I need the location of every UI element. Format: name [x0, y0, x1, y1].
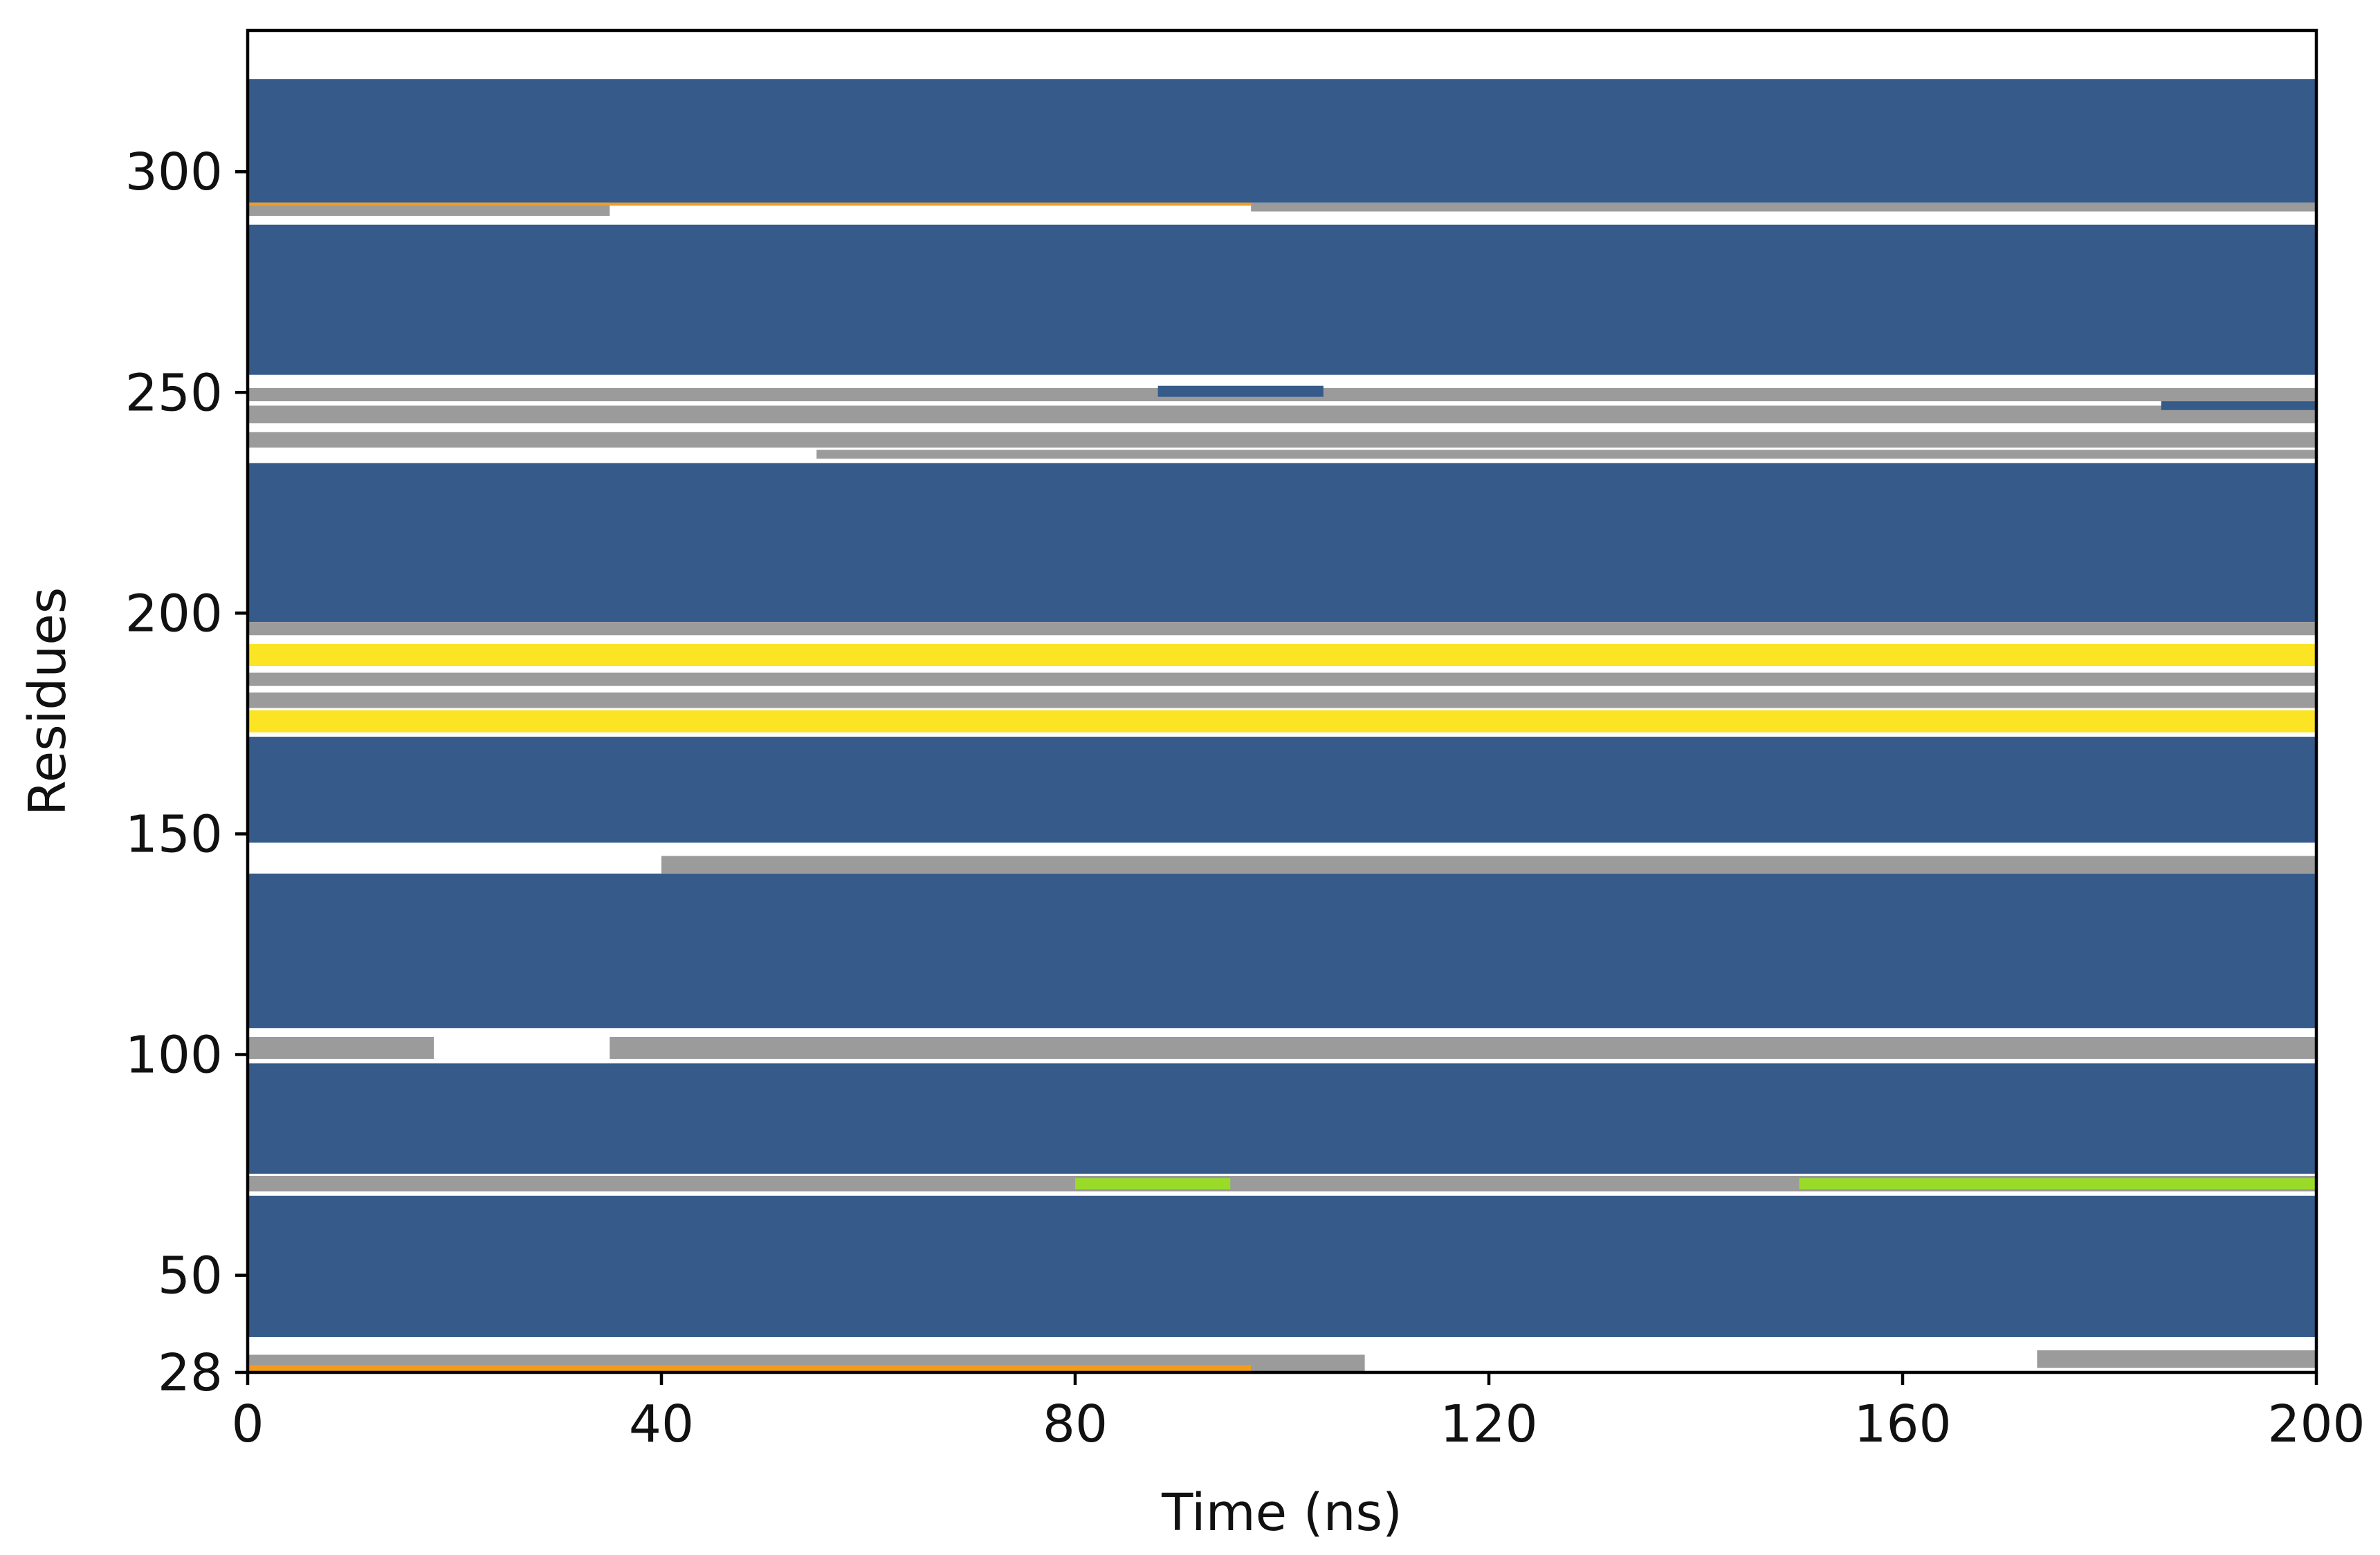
- structure-segment-turn-20: [661, 856, 2316, 874]
- plot-frame: [246, 28, 2318, 1374]
- y-tick-label-250: 250: [125, 363, 223, 423]
- structure-segment-beta-sheet-18: [248, 710, 2316, 733]
- structure-segment-coil-23: [434, 1037, 610, 1059]
- x-tick-label-80: 80: [1043, 1395, 1108, 1454]
- structure-segment-turn-17: [248, 692, 2316, 708]
- structure-segment-helix-11: [1157, 385, 1324, 397]
- x-tick-label-200: 200: [2267, 1395, 2365, 1454]
- structure-segment-beta-sheet-15: [248, 644, 2316, 666]
- structure-segment-turn-8: [248, 405, 2316, 423]
- structure-segment-three-ten-helix-27: [1799, 1178, 2316, 1190]
- x-tick-label-0: 0: [231, 1395, 264, 1454]
- structure-segment-turn-5: [1251, 202, 2316, 212]
- x-axis-label: Time (ns): [1161, 1483, 1402, 1543]
- y-axis-label: Residues: [18, 587, 77, 816]
- structure-segment-turn-14: [248, 622, 2316, 636]
- plot-area: [248, 71, 2316, 1372]
- structure-segment-turn-31: [2037, 1350, 2316, 1368]
- structure-segment-three-ten-helix-26: [1075, 1178, 1231, 1190]
- structure-segment-bridge-4: [248, 202, 1252, 206]
- structure-segment-turn-16: [248, 672, 2316, 686]
- x-tick-label-40: 40: [629, 1395, 694, 1454]
- y-tick-label-200: 200: [125, 584, 223, 643]
- structure-segment-turn-9: [248, 432, 2316, 448]
- y-tick-label-50: 50: [158, 1246, 223, 1306]
- axis-ticks: 0 40 80 120 160 200 28 50 100 150 200 250 300: [125, 142, 2365, 1454]
- y-tick-label-300: 300: [125, 142, 223, 202]
- structure-segment-turn-10: [816, 450, 2316, 459]
- structure-segment-coil-1: [248, 71, 2316, 77]
- y-tick-label-100: 100: [125, 1026, 223, 1085]
- y-tick-label-28: 28: [158, 1343, 223, 1403]
- x-tick-label-160: 160: [1853, 1395, 1951, 1454]
- y-tick-label-150: 150: [125, 804, 223, 864]
- structure-segment-helix-12: [2161, 401, 2316, 410]
- x-tick-label-120: 120: [1440, 1395, 1537, 1454]
- structure-segment-turn-3: [248, 202, 610, 217]
- structure-segment-bridge-30: [248, 1365, 1252, 1372]
